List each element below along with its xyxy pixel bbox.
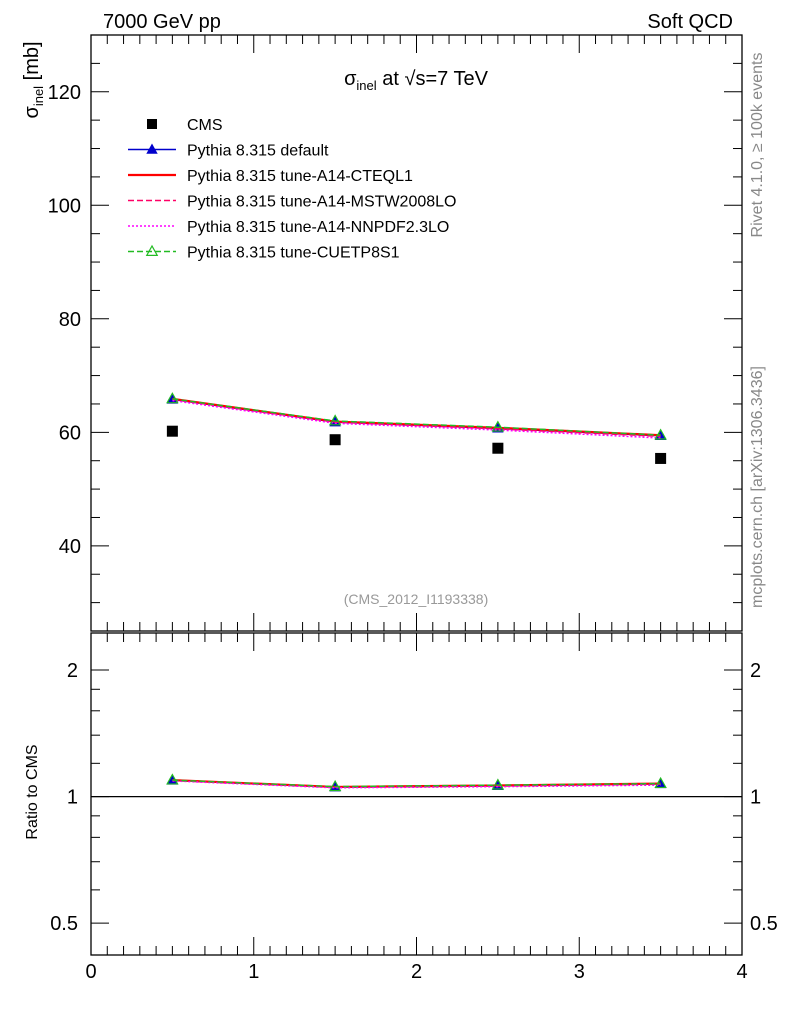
ratio-marker-4 xyxy=(328,779,342,792)
series-marker-4 xyxy=(654,428,667,440)
y-axis-label: σinel [mb] xyxy=(21,41,46,118)
y-tick-label: 60 xyxy=(59,422,81,444)
legend-marker-4 xyxy=(145,244,159,256)
ratio-marker-4 xyxy=(654,776,667,789)
ratio-y-tick-label: 2 xyxy=(67,660,78,682)
legend-label: Pythia 8.315 tune-A14-NNPDF2.3LO xyxy=(187,219,449,236)
x-tick-label: 4 xyxy=(736,961,747,983)
series-marker-4 xyxy=(166,392,179,404)
ratio-plot-frame xyxy=(90,632,743,956)
series-line-3 xyxy=(172,399,661,439)
ratio-series-layer xyxy=(166,773,667,792)
ratio-marker-4 xyxy=(491,778,505,790)
ratio-y-tick-labels: 0.5 0.5 1 1 2 2 xyxy=(50,660,778,935)
y-tick-label: 100 xyxy=(48,195,81,217)
legend-data-marker xyxy=(147,119,157,129)
legend-label: CMS xyxy=(187,117,223,134)
y-tick-label: 80 xyxy=(59,309,81,331)
series-marker-4 xyxy=(491,420,505,432)
mcplots-reference-label: mcplots.cern.ch [arXiv:1306.3436] xyxy=(749,366,766,608)
series-line-0 xyxy=(172,398,661,437)
x-tick-label: 2 xyxy=(411,961,422,983)
ratio-marker-0 xyxy=(166,774,179,785)
analysis-tag: (CMS_2012_I1193338) xyxy=(344,591,489,607)
series-line-1 xyxy=(172,397,661,437)
series-marker-0 xyxy=(166,393,179,404)
plot-title: σinel at √s=7 TeV xyxy=(344,68,488,93)
ratio-line-4 xyxy=(172,779,661,788)
x-tick-label: 0 xyxy=(85,961,96,983)
header-category-label: Soft QCD xyxy=(647,11,733,33)
legend-label: Pythia 8.315 default xyxy=(187,143,329,160)
header-beam-label: 7000 GeV pp xyxy=(103,11,221,33)
ratio-marker-4 xyxy=(166,773,179,785)
ratio-y-tick-label-right: 0.5 xyxy=(750,913,778,935)
series-line-2 xyxy=(172,398,661,438)
ratio-y-tick-label: 0.5 xyxy=(50,913,78,935)
y-tick-label: 40 xyxy=(59,536,81,558)
series-marker-4 xyxy=(328,414,342,426)
rivet-version-label: Rivet 4.1.0, ≥ 100k events xyxy=(749,53,766,238)
ratio-y-tick-label: 1 xyxy=(67,787,78,809)
legend-label: Pythia 8.315 tune-A14-MSTW2008LO xyxy=(187,194,456,211)
x-tick-label: 1 xyxy=(248,961,259,983)
y-tick-label: 120 xyxy=(48,82,81,104)
legend: CMS Pythia 8.315 default Pythia 8.315 tune… xyxy=(128,117,456,262)
series-line-4 xyxy=(172,398,661,436)
ratio-y-axis-label: Ratio to CMS xyxy=(24,744,41,839)
legend-marker-0 xyxy=(146,143,158,154)
legend-label: Pythia 8.315 tune-CUETP8S1 xyxy=(187,245,400,262)
data-point xyxy=(655,452,667,464)
ratio-y-tick-label-right: 2 xyxy=(750,660,761,682)
axis-ticks xyxy=(90,34,743,955)
y-tick-labels: 40 60 80 100 120 xyxy=(48,82,81,558)
ratio-line-3 xyxy=(172,780,661,789)
data-point xyxy=(492,442,504,454)
x-tick-labels: 0 1 2 3 4 xyxy=(85,961,747,983)
data-point xyxy=(166,425,178,437)
data-point xyxy=(329,434,341,446)
legend-label: Pythia 8.315 tune-A14-CTEQL1 xyxy=(187,168,413,185)
main-series-layer xyxy=(166,392,667,464)
x-tick-label: 3 xyxy=(574,961,585,983)
ratio-y-tick-label-right: 1 xyxy=(750,787,761,809)
